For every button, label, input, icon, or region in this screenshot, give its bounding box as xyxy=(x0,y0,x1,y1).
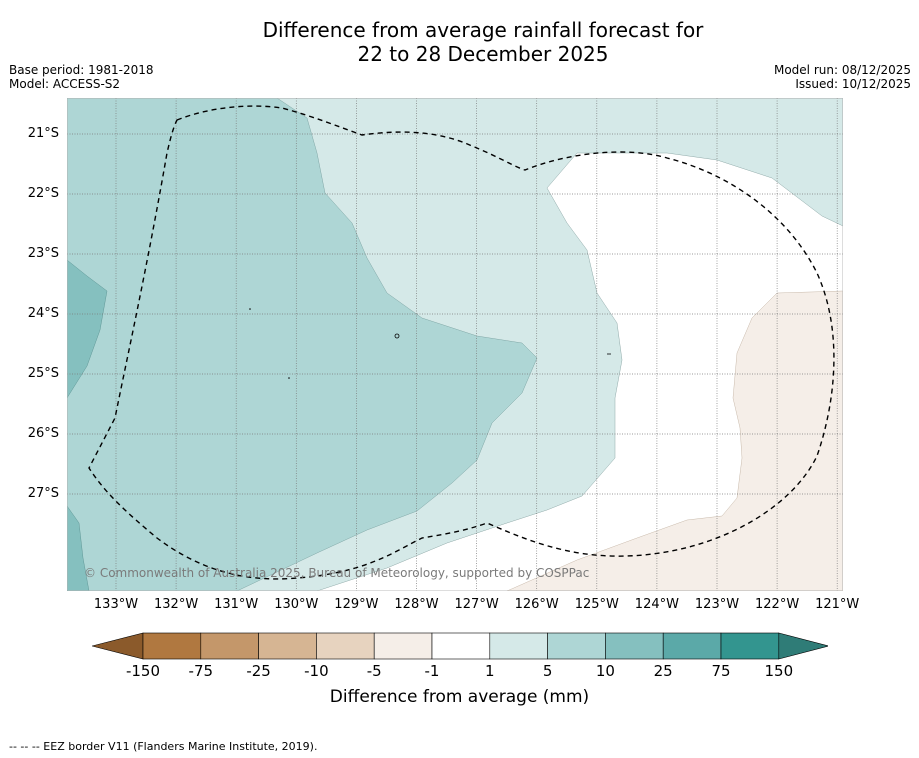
colorbar-tick-label: -150 xyxy=(125,662,161,680)
island-marker-1 xyxy=(249,308,251,310)
zone-minus-1-to-minus-5 xyxy=(506,290,843,591)
island-marker-3 xyxy=(394,333,400,339)
colorbar-tick-label: 10 xyxy=(595,662,615,680)
colorbar-segment xyxy=(662,632,722,660)
colorbar-segment xyxy=(258,632,317,660)
colorbar-tick-label: -1 xyxy=(424,662,440,680)
longitude-label: 126°W xyxy=(514,597,559,612)
latitude-label: 25°S xyxy=(27,366,59,381)
map-frame xyxy=(67,98,843,591)
footnote: -- -- -- EEZ border V11 (Flanders Marine… xyxy=(9,740,318,753)
colorbar-segment xyxy=(431,632,491,660)
longitude-label: 131°W xyxy=(214,597,259,612)
colorbar-segment xyxy=(373,632,433,660)
chart-title: Difference from average rainfall forecas… xyxy=(0,18,919,66)
colorbar-tick-label: -75 xyxy=(188,662,214,680)
colorbar-segment xyxy=(489,632,548,660)
colorbar-segment xyxy=(200,632,259,660)
colorbar-tick-label: 150 xyxy=(764,662,794,680)
longitude-label: 129°W xyxy=(334,597,379,612)
zone-10-to-25-southwest xyxy=(67,505,90,591)
colorbar-segment xyxy=(605,632,664,660)
zone-10-to-25-west xyxy=(67,259,108,399)
map-panel xyxy=(67,98,843,591)
map-grid xyxy=(67,98,843,591)
longitude-label: 128°W xyxy=(394,597,439,612)
title-line-2: 22 to 28 December 2025 xyxy=(357,42,609,66)
colorbar-segment xyxy=(316,632,375,660)
latitude-label: 23°S xyxy=(27,246,59,261)
colorbar-segment xyxy=(720,632,780,660)
longitude-label: 133°W xyxy=(93,597,139,612)
meta-left: Base period: 1981-2018 Model: ACCESS-S2 xyxy=(9,63,154,91)
longitude-label: 121°W xyxy=(815,597,860,612)
eez-border xyxy=(88,105,835,580)
issued-date: Issued: 10/12/2025 xyxy=(795,77,911,91)
longitude-label: 123°W xyxy=(694,597,740,612)
colorbar-extend-high xyxy=(778,632,828,660)
colorbar-title: Difference from average (mm) xyxy=(329,687,590,707)
zone-5-to-10 xyxy=(67,98,538,591)
model-run: Model run: 08/12/2025 xyxy=(773,63,911,77)
longitude-label: 125°W xyxy=(574,597,619,612)
latitude-label: 22°S xyxy=(27,186,59,201)
colorbar-tick-label: -25 xyxy=(246,662,271,680)
latitude-label: 26°S xyxy=(27,426,59,441)
colorbar-tick-label: 25 xyxy=(653,662,673,680)
latitude-label: 27°S xyxy=(27,486,59,501)
colorbar-tick-label: 1 xyxy=(485,662,495,680)
model-name: Model: ACCESS-S2 xyxy=(9,77,121,91)
latitude-label: 24°S xyxy=(27,306,59,321)
colorbar-tick-label: -5 xyxy=(366,662,382,680)
longitude-label: 127°W xyxy=(454,597,499,612)
colorbar-extend-low xyxy=(92,632,144,660)
colorbar-tick-label: 5 xyxy=(542,662,553,680)
longitude-label: 122°W xyxy=(755,597,800,612)
rainfall-map xyxy=(67,98,843,591)
island-marker-2 xyxy=(288,377,290,379)
longitude-label: 124°W xyxy=(634,597,679,612)
colorbar-tick-label: 75 xyxy=(711,662,731,680)
longitude-label: 130°W xyxy=(274,597,319,612)
colorbar-tick-label: -10 xyxy=(304,662,329,680)
copyright-notice: © Commonwealth of Australia 2025, Bureau… xyxy=(84,566,590,580)
latitude-label: 21°S xyxy=(27,126,59,141)
colorbar-segment xyxy=(142,632,202,660)
title-line-1: Difference from average rainfall forecas… xyxy=(262,18,704,42)
colorbar xyxy=(92,632,828,660)
colorbar-segment xyxy=(547,632,606,660)
longitude-label: 132°W xyxy=(154,597,199,612)
meta-right: Model run: 08/12/2025 Issued: 10/12/2025 xyxy=(774,63,911,91)
base-period: Base period: 1981-2018 xyxy=(9,63,154,77)
